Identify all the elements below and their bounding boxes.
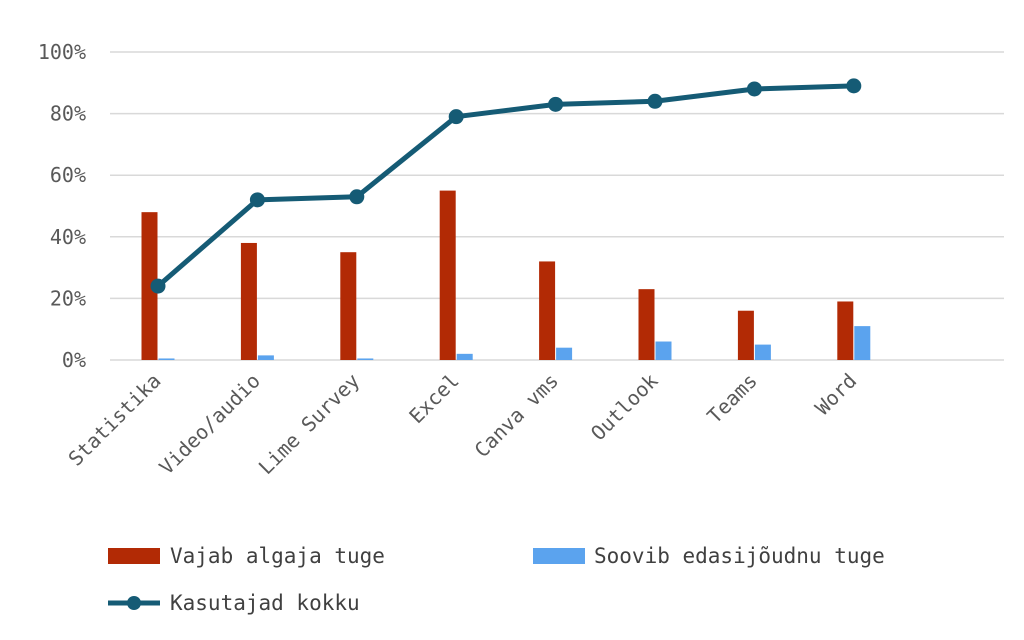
line-point (150, 278, 166, 294)
bar-advanced (456, 353, 473, 360)
bars (141, 190, 871, 360)
x-tick-label: Word (810, 369, 861, 420)
line-path (156, 83, 854, 288)
bar-advanced (158, 358, 175, 360)
y-tick-label: 80% (50, 102, 86, 126)
line-point (846, 78, 862, 94)
x-tick-label: Video/audio (154, 369, 265, 480)
x-tick-label: Lime Survey (254, 369, 365, 480)
x-tick-label: Outlook (586, 369, 663, 446)
bar-advanced (754, 344, 771, 360)
x-tick-label: Canva vms (470, 369, 564, 463)
legend-item-advanced: Soovib edasijõudnu tuge (533, 544, 885, 568)
legend-item-beginner: Vajab algaja tuge (108, 544, 385, 568)
total-users-line (150, 78, 862, 294)
x-tick-label: Teams (702, 369, 762, 429)
bar-advanced (854, 326, 871, 360)
bar-advanced (257, 355, 274, 360)
legend-label-total: Kasutajad kokku (170, 591, 360, 615)
line-point (448, 109, 464, 125)
bar-advanced (556, 347, 573, 360)
y-tick-label: 60% (50, 163, 86, 187)
bar-beginner (340, 252, 357, 360)
legend: Vajab algaja tuge Soovib edasijõudnu tug… (108, 544, 885, 615)
legend-swatch-total-marker (127, 596, 141, 610)
bar-beginner (539, 261, 556, 360)
bar-advanced (655, 341, 672, 360)
line-point (349, 189, 365, 205)
bar-beginner (737, 310, 754, 360)
line-point (647, 93, 663, 109)
bar-beginner (837, 301, 854, 360)
legend-label-beginner: Vajab algaja tuge (170, 544, 385, 568)
x-tick-label: Statistika (63, 369, 165, 471)
bar-beginner (240, 242, 257, 360)
bar-beginner (141, 212, 158, 360)
legend-item-total: Kasutajad kokku (108, 591, 360, 615)
y-tick-label: 100% (38, 40, 86, 64)
legend-label-advanced: Soovib edasijõudnu tuge (594, 544, 885, 568)
legend-swatch-beginner (108, 548, 160, 564)
line-point (746, 81, 762, 97)
y-tick-label: 40% (50, 225, 86, 249)
legend-swatch-advanced (533, 548, 585, 564)
bar-beginner (439, 190, 456, 360)
line-point (249, 192, 265, 208)
line-point (548, 96, 564, 112)
bar-advanced (357, 358, 374, 360)
y-axis-ticks: 0% 20% 40% 60% 80% 100% (38, 40, 86, 372)
x-tick-label: Excel (404, 369, 464, 429)
y-tick-label: 0% (62, 348, 86, 372)
bar-beginner (638, 289, 655, 360)
y-tick-label: 20% (50, 286, 86, 310)
